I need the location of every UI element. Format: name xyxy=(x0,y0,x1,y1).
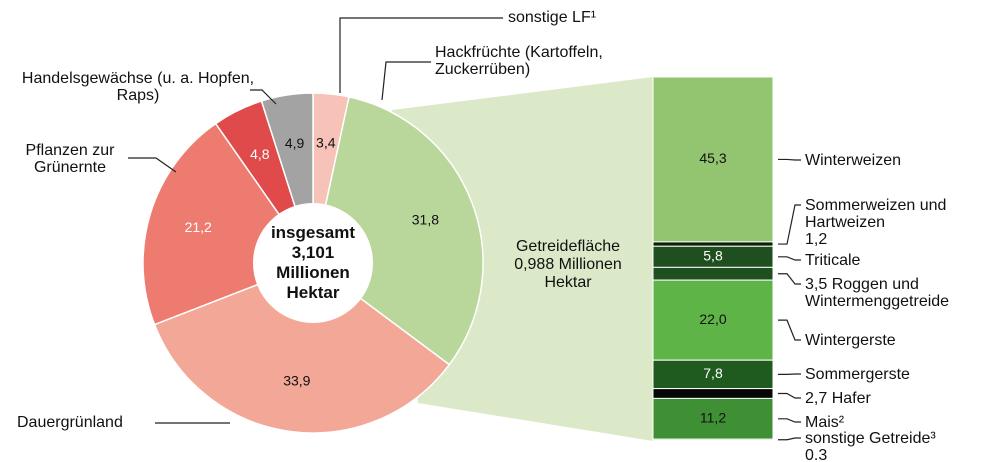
segment-label: Sommergerste xyxy=(805,366,995,383)
leader-line xyxy=(778,158,801,161)
value-label: 0.3 xyxy=(805,447,828,462)
segment-label: Mais² xyxy=(805,414,995,431)
slice-label: Pflanzen zur Grünernte xyxy=(25,142,115,176)
value-label: 45,3 xyxy=(699,150,726,166)
slice-label: sonstige LF¹ xyxy=(508,9,597,26)
leader-line xyxy=(778,319,801,341)
leader-line xyxy=(778,256,801,261)
value-label: 3,4 xyxy=(316,134,336,150)
leader-line xyxy=(128,157,177,173)
bar-segment xyxy=(652,438,774,441)
value-label: 11,2 xyxy=(700,409,726,425)
bar-segment xyxy=(652,397,774,440)
category-label: Sommerweizen und Hartweizen xyxy=(805,197,947,231)
bar-segment xyxy=(652,388,774,399)
value-label: 1,2 xyxy=(805,231,828,248)
category-label: Mais² xyxy=(805,414,845,431)
segment-label: Sommerweizen und Hartweizen 1,2 xyxy=(805,197,995,248)
slice-label: Handelsgewächse (u. a. Hopfen, Raps) xyxy=(21,70,255,104)
value-label: 4,8 xyxy=(250,146,270,162)
bar-segment xyxy=(652,359,774,390)
category-label: Triticale xyxy=(805,252,861,269)
bar-segment xyxy=(652,76,774,243)
value-label: 21,2 xyxy=(185,219,212,235)
value-label: 4,9 xyxy=(285,135,305,151)
leader-line xyxy=(778,418,801,423)
leader-line xyxy=(778,204,801,245)
category-label: Sommergerste xyxy=(805,366,910,383)
category-label: Hafer xyxy=(831,390,871,407)
segment-label: Wintergerste xyxy=(805,332,995,349)
category-label: Winterweizen xyxy=(805,152,902,169)
value-label: 7,8 xyxy=(703,365,723,381)
value-label: 2,7 xyxy=(805,390,828,407)
slice-label: Dauergrünland xyxy=(17,414,123,431)
slice-label: Hackfrüchte (Kartoffeln, Zuckerrüben) xyxy=(435,44,603,78)
leader-line xyxy=(250,89,277,105)
leader-line xyxy=(339,17,503,93)
value-label: 33,9 xyxy=(283,373,310,389)
value-label: 31,8 xyxy=(412,212,439,228)
segment-label: Winterweizen xyxy=(805,152,995,169)
leader-line xyxy=(778,437,801,441)
leader-line xyxy=(778,273,801,285)
bar-title: Getreidefläche 0,988 Millionen Hektar xyxy=(514,238,622,291)
bar-segment xyxy=(652,241,774,247)
category-label: Roggen und Wintermenggetreide xyxy=(805,276,950,310)
bar-segment xyxy=(652,266,774,281)
segment-label: sonstige Getreide³ 0.3 xyxy=(805,430,995,462)
value-label: 22,0 xyxy=(699,311,726,327)
category-label: Wintergerste xyxy=(805,332,896,349)
leader-line xyxy=(381,61,431,101)
segment-label: Triticale xyxy=(805,252,995,269)
bar-segment xyxy=(652,279,774,361)
value-label: 3,5 xyxy=(805,276,828,293)
donut-hole xyxy=(253,203,373,323)
center-label: insgesamt 3,101 Millionen Hektar xyxy=(270,223,356,302)
segment-label: 3,5 Roggen und Wintermenggetreide xyxy=(805,276,995,310)
segment-label: 2,7 Hafer xyxy=(805,390,995,407)
category-label: sonstige Getreide³ xyxy=(805,430,936,447)
leader-line xyxy=(778,392,801,399)
value-label: 5,8 xyxy=(703,248,723,264)
